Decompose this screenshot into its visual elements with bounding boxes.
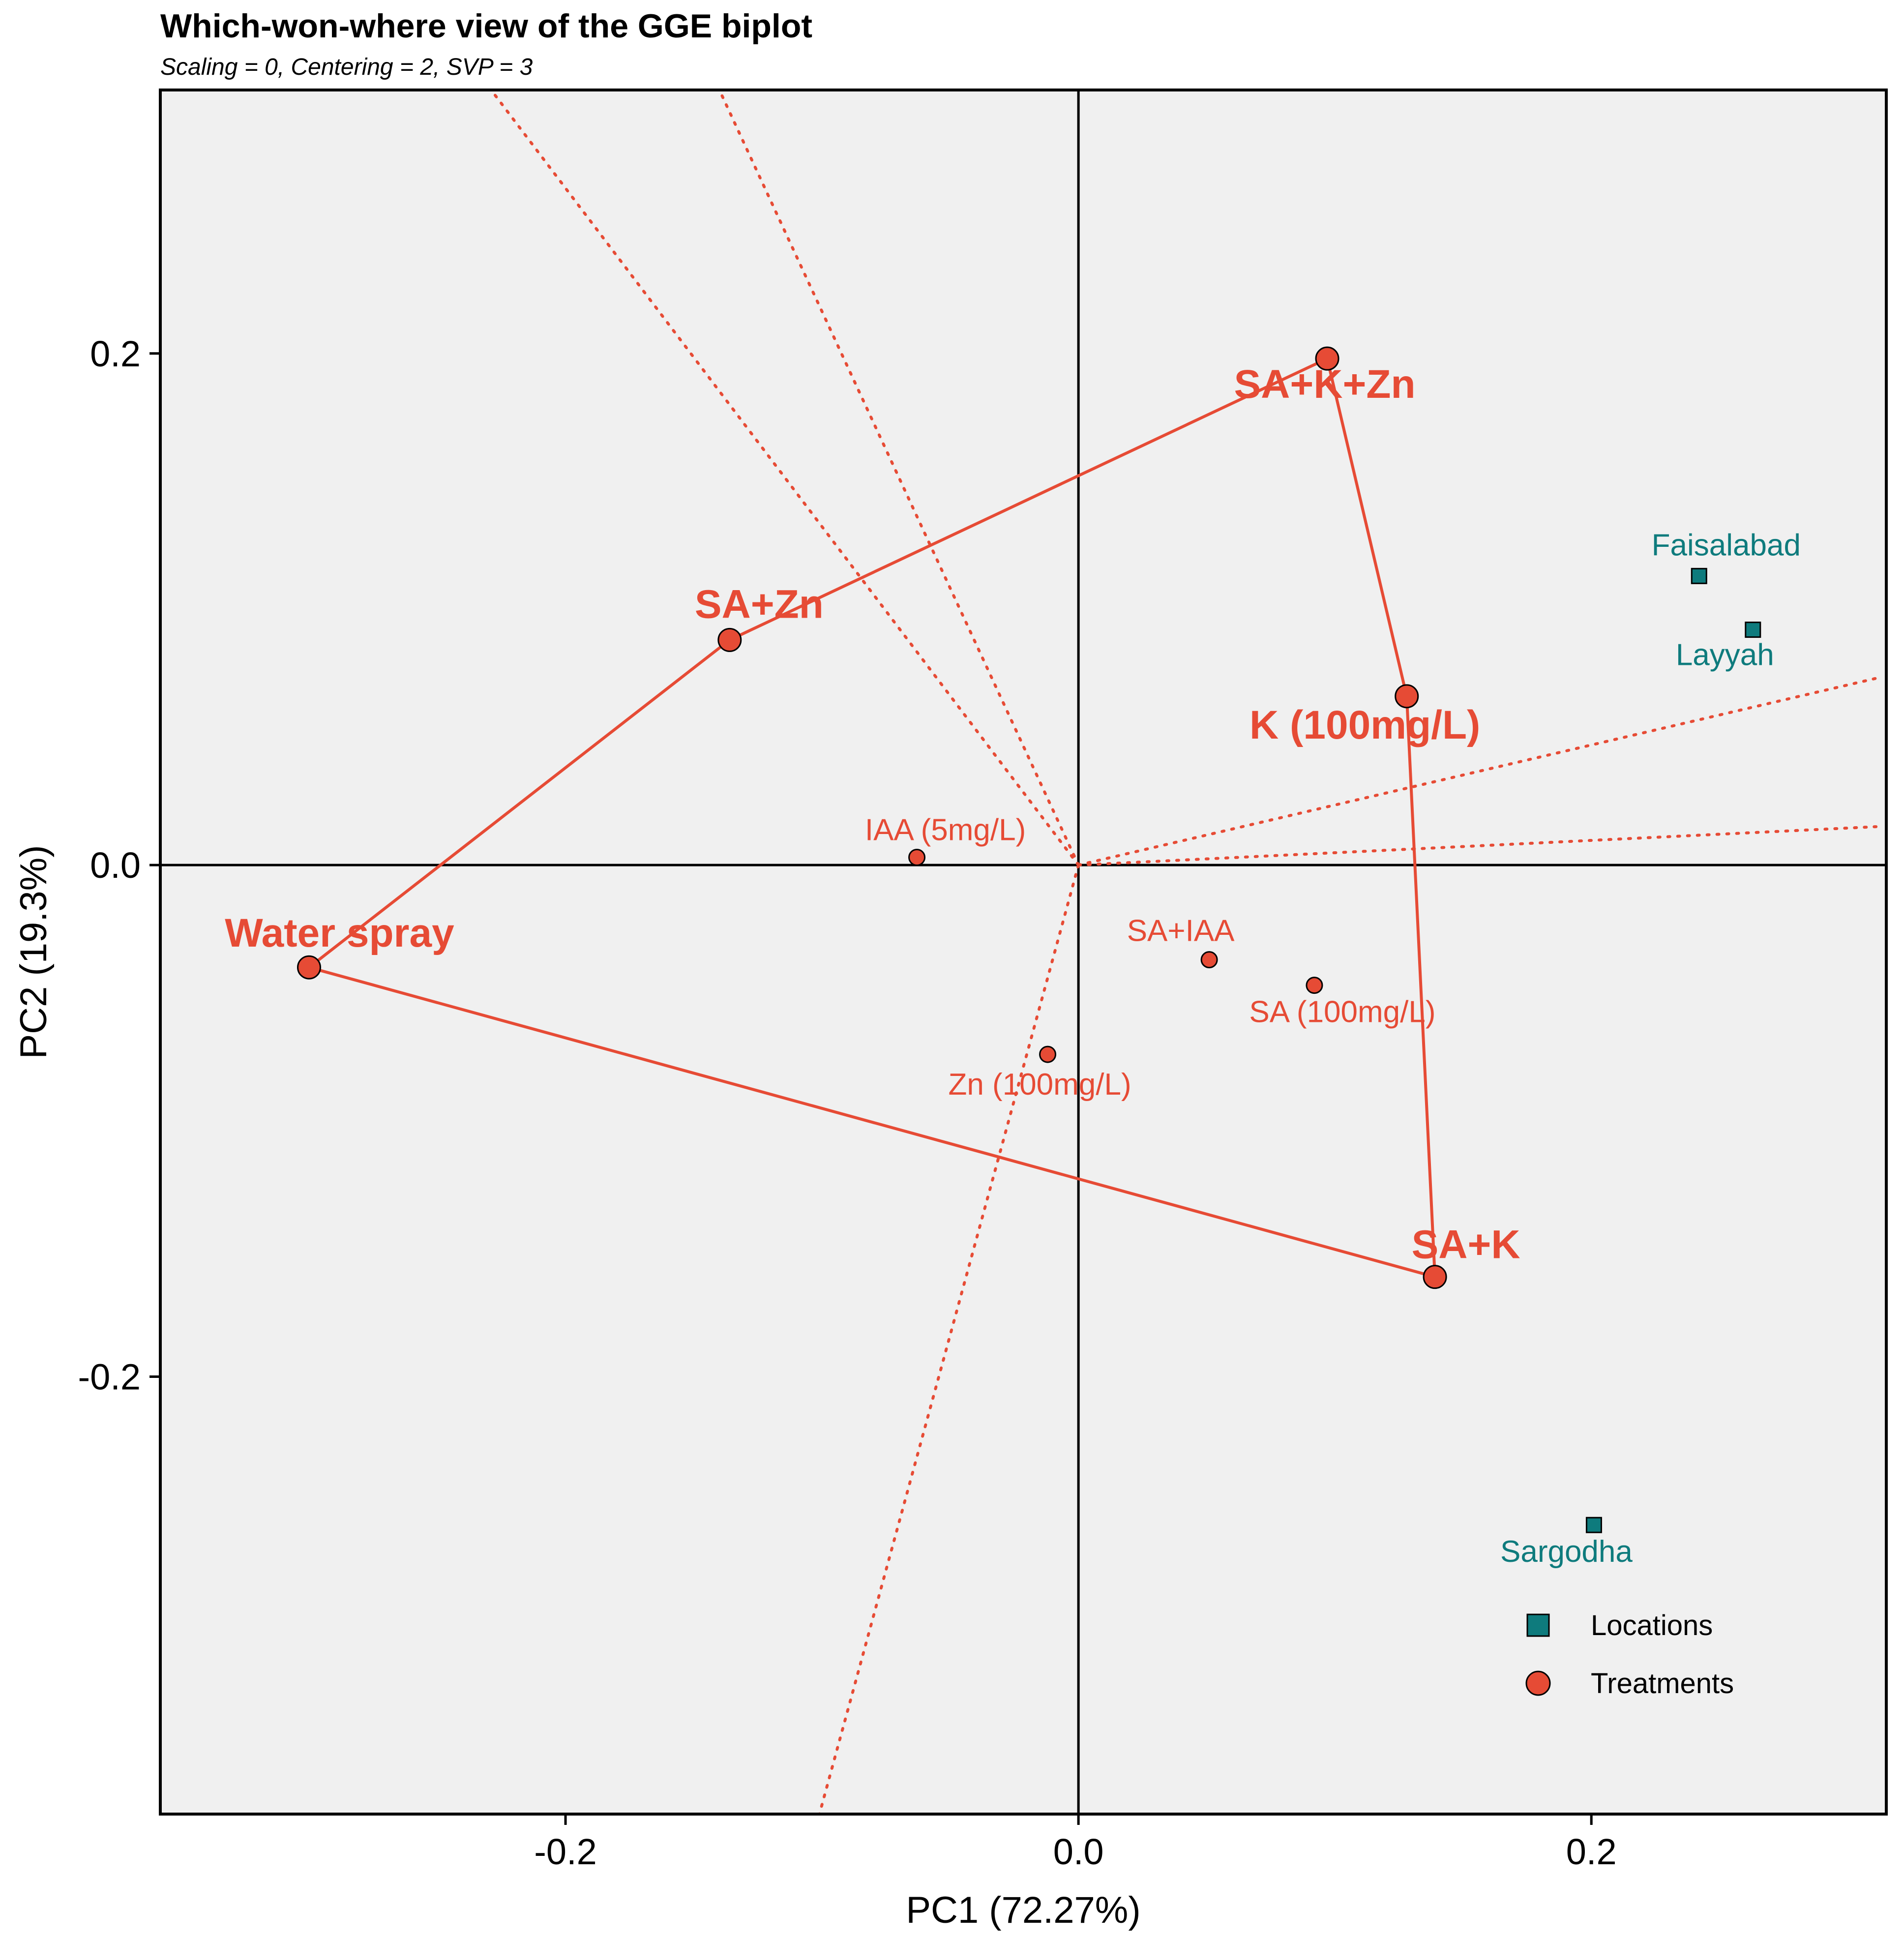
treatment-point-sa-k bbox=[1423, 1265, 1447, 1289]
chart-subtitle: Scaling = 0, Centering = 2, SVP = 3 bbox=[160, 54, 533, 80]
convex-hull-polygon bbox=[308, 356, 1437, 1279]
treatment-label-sa-k-zn: SA+K+Zn bbox=[1234, 362, 1415, 407]
plot-border bbox=[159, 89, 1888, 1816]
y-tick-label: -0.2 bbox=[78, 1356, 141, 1397]
x-tick-label: -0.2 bbox=[534, 1831, 597, 1872]
treatment-point-sa-100mg-l bbox=[1306, 977, 1323, 994]
treatment-label-sa-100mg-l: SA (100mg/L) bbox=[1249, 995, 1435, 1029]
treatment-label-k-100mg-l: K (100mg/L) bbox=[1250, 703, 1480, 747]
treatment-point-k-100mg-l bbox=[1395, 684, 1419, 709]
legend-label-treatments: Treatments bbox=[1591, 1668, 1734, 1699]
location-point-sargodha bbox=[1585, 1517, 1602, 1533]
treatment-point-sa-k-zn bbox=[1315, 346, 1339, 371]
treatment-point-sa-iaa bbox=[1200, 951, 1218, 969]
sector-ray-5 bbox=[818, 864, 1080, 1814]
y-tick-label: 0.0 bbox=[90, 845, 141, 886]
y-tick-label: 0.2 bbox=[90, 333, 141, 374]
sector-ray-3 bbox=[1077, 677, 1878, 867]
location-label-faisalabad: Faisalabad bbox=[1652, 528, 1801, 562]
x-tick-label: 0.0 bbox=[1053, 1831, 1104, 1872]
treatment-label-sa-zn: SA+Zn bbox=[695, 582, 824, 626]
treatment-label-water-spray: Water spray bbox=[225, 911, 454, 955]
treatment-label-iaa-5mg-l: IAA (5mg/L) bbox=[865, 813, 1026, 847]
treatment-label-sa-k: SA+K bbox=[1412, 1222, 1520, 1267]
treatment-point-water-spray bbox=[297, 955, 321, 980]
x-tick-label: 0.2 bbox=[1566, 1831, 1617, 1872]
treatment-point-iaa-5mg-l bbox=[908, 849, 926, 866]
legend-marker-treatments bbox=[1525, 1670, 1551, 1696]
location-point-faisalabad bbox=[1691, 567, 1707, 584]
legend-marker-locations bbox=[1526, 1613, 1550, 1637]
treatment-label-sa-iaa: SA+IAA bbox=[1127, 914, 1235, 948]
plot-area: SA+K+Zn SA+Zn K (100mg/L) Water spray SA+K IA… bbox=[160, 90, 1886, 1814]
chart-title: Which-won-where view of the GGE biplot bbox=[160, 7, 812, 45]
treatment-point-sa-zn bbox=[717, 627, 742, 652]
x-axis-label: PC1 (72.27%) bbox=[906, 1889, 1140, 1931]
legend-label-locations: Locations bbox=[1591, 1610, 1713, 1641]
location-label-sargodha: Sargodha bbox=[1500, 1535, 1633, 1569]
treatment-point-zn-100mg-l bbox=[1039, 1045, 1057, 1063]
treatment-label-zn-100mg-l: Zn (100mg/L) bbox=[948, 1068, 1131, 1102]
location-point-layyah bbox=[1745, 622, 1761, 638]
y-axis-label: PC2 (19.3%) bbox=[13, 845, 55, 1059]
location-label-layyah: Layyah bbox=[1676, 638, 1774, 672]
legend: Locations Treatments bbox=[1525, 1610, 1734, 1699]
